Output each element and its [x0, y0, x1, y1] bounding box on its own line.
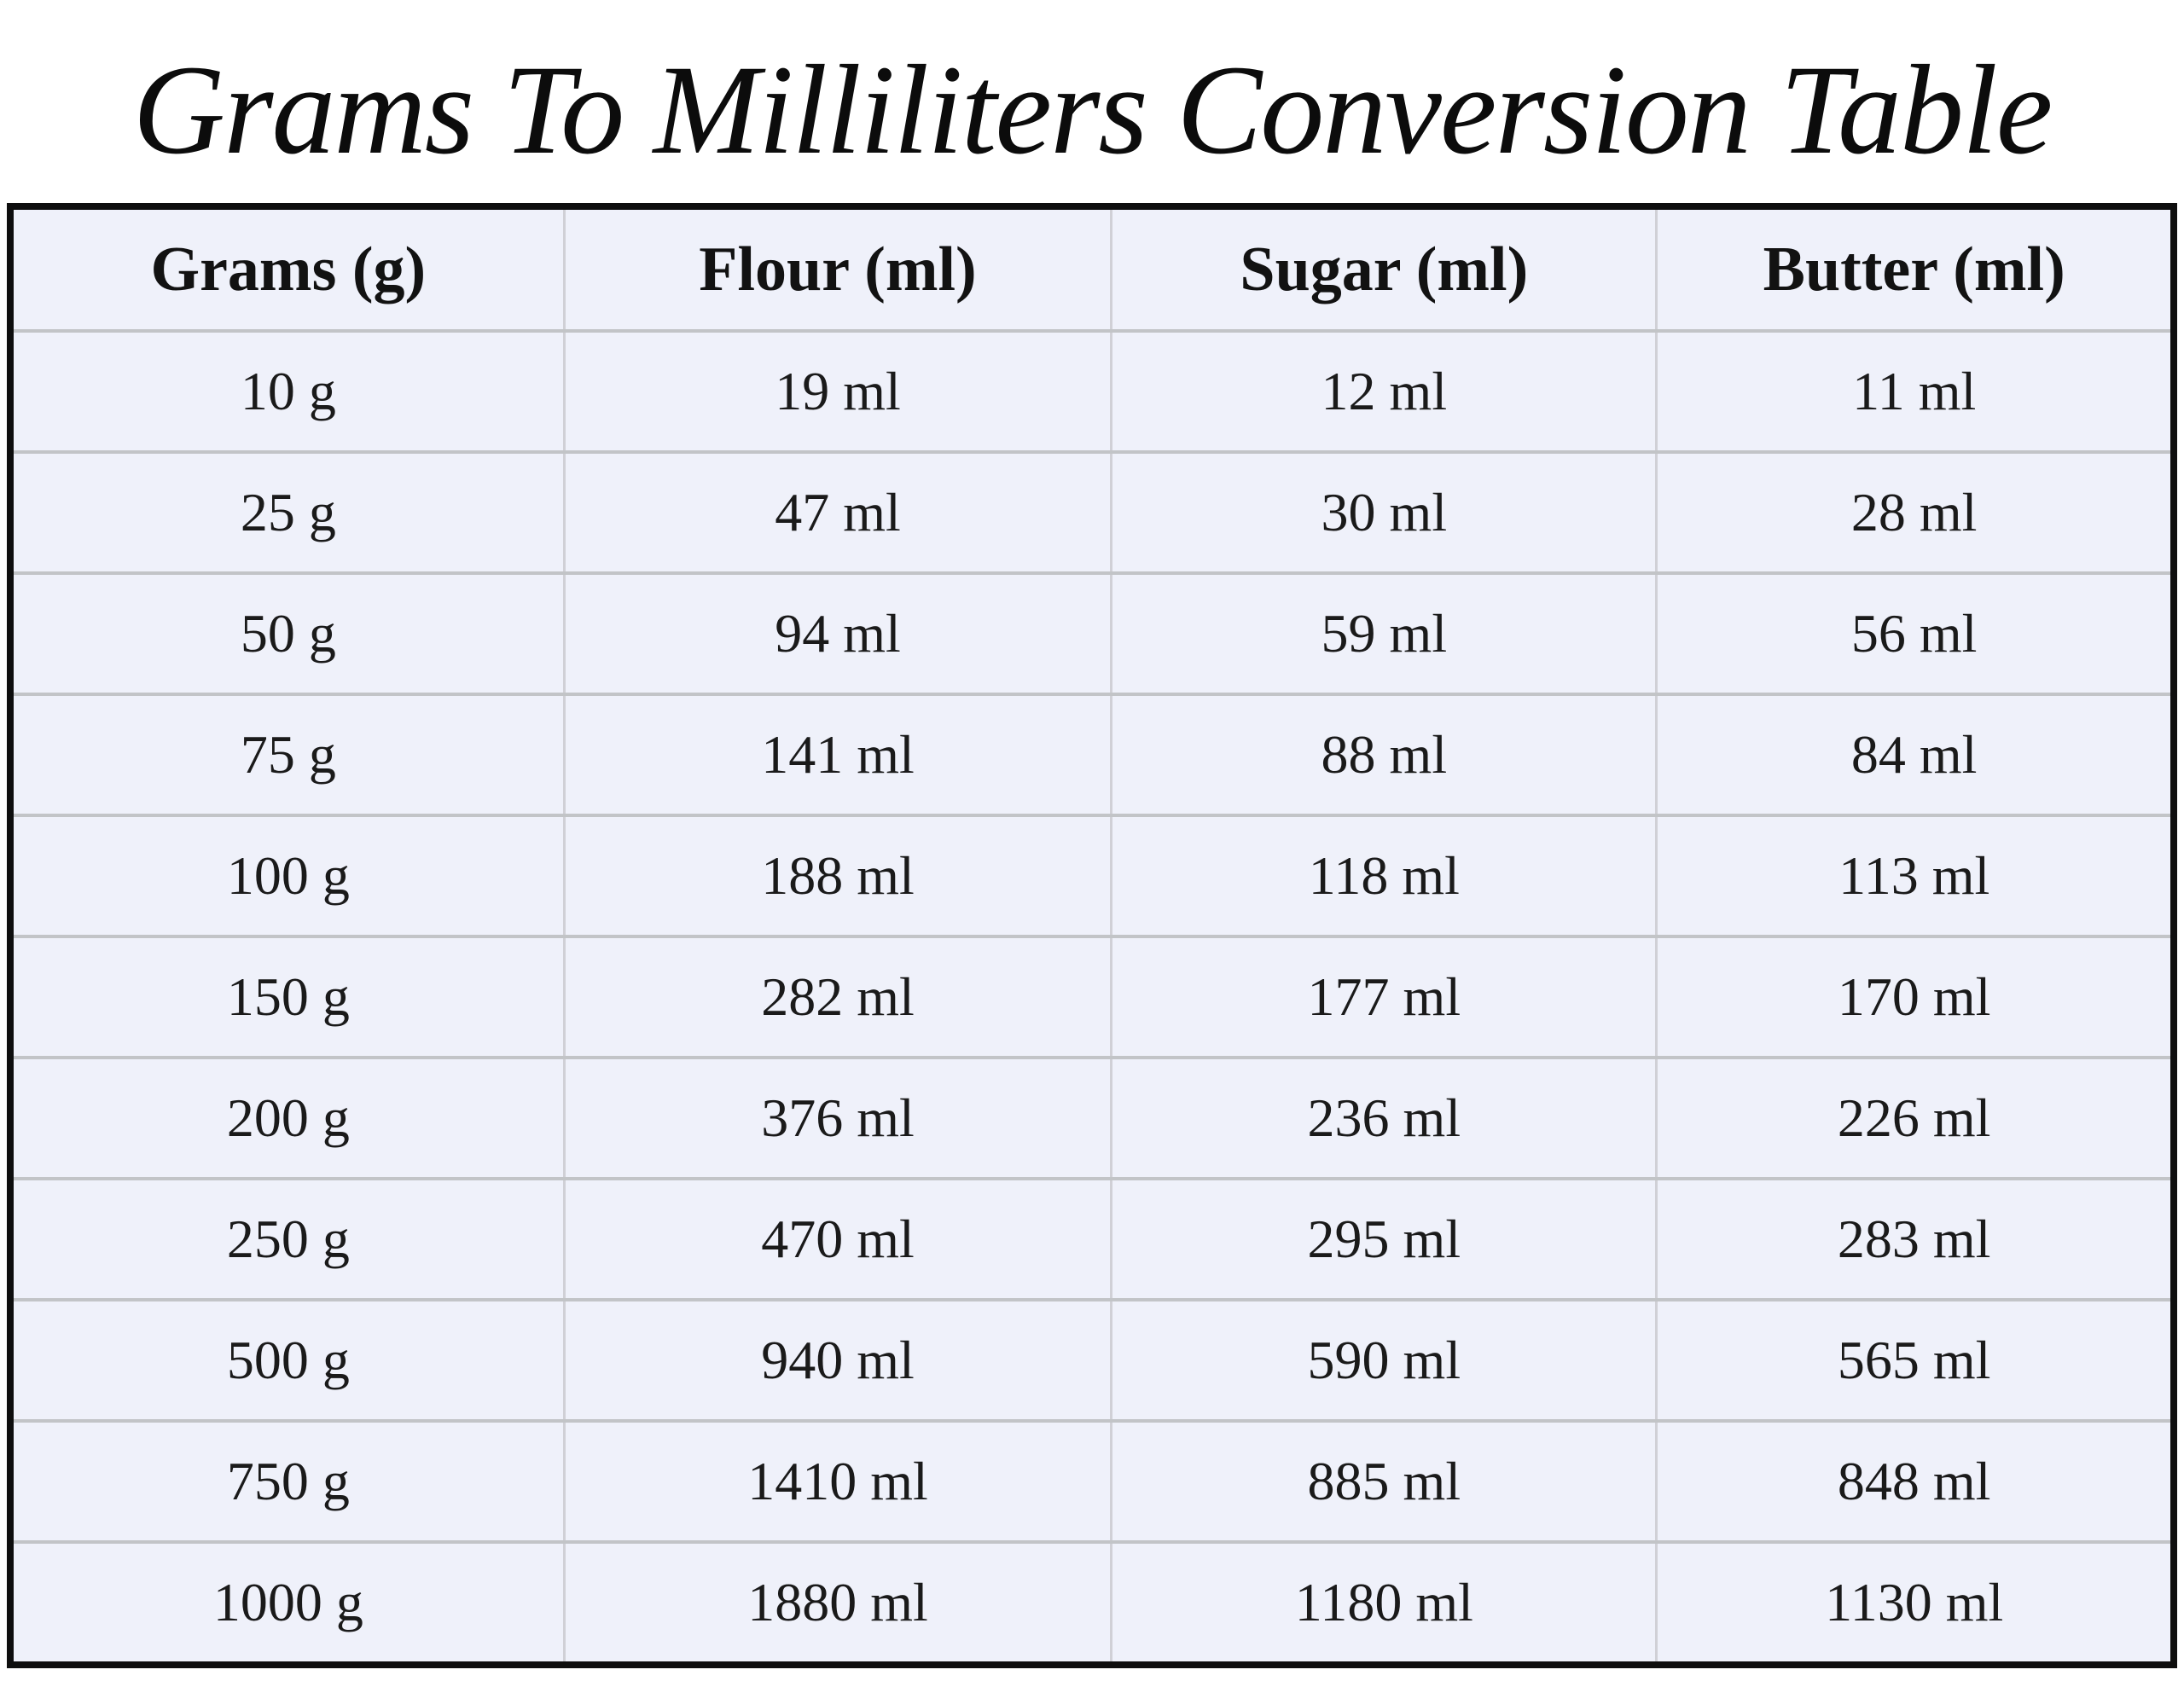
table-cell: 59 ml: [1111, 573, 1658, 696]
table-cell: 1880 ml: [564, 1542, 1113, 1667]
table-cell: 188 ml: [564, 815, 1113, 938]
table-body: 10 g 19 ml 12 ml 11 ml 25 g 47 ml 30 ml 28 ml 50…: [10, 331, 2175, 1667]
table-row: 10 g 19 ml 12 ml 11 ml: [10, 331, 2175, 454]
table-cell: 56 ml: [1656, 573, 2175, 696]
table-cell: 12 ml: [1111, 331, 1658, 454]
conversion-table: Grams (g) Flour (ml) Sugar (ml) Butter (ml)…: [7, 203, 2177, 1668]
table-cell: 295 ml: [1111, 1179, 1658, 1301]
table-row: 25 g 47 ml 30 ml 28 ml: [10, 452, 2175, 575]
table-cell: 118 ml: [1111, 815, 1658, 938]
table-row: 200 g 376 ml 236 ml 226 ml: [10, 1058, 2175, 1180]
table-cell: 30 ml: [1111, 452, 1658, 575]
table-cell: 177 ml: [1111, 936, 1658, 1059]
table-cell: 885 ml: [1111, 1421, 1658, 1544]
table-row: 1000 g 1880 ml 1180 ml 1130 ml: [10, 1542, 2175, 1667]
table-cell: 200 g: [10, 1058, 566, 1180]
table-cell: 236 ml: [1111, 1058, 1658, 1180]
table-cell: 848 ml: [1656, 1421, 2175, 1544]
table-cell: 283 ml: [1656, 1179, 2175, 1301]
table-row: 500 g 940 ml 590 ml 565 ml: [10, 1300, 2175, 1423]
table-cell: 94 ml: [564, 573, 1113, 696]
table-row: 250 g 470 ml 295 ml 283 ml: [10, 1179, 2175, 1301]
table-cell: 1000 g: [10, 1542, 566, 1667]
table-cell: 100 g: [10, 815, 566, 938]
column-header: Sugar (ml): [1111, 206, 1658, 333]
table-cell: 75 g: [10, 694, 566, 817]
table-row: 150 g 282 ml 177 ml 170 ml: [10, 936, 2175, 1059]
table-cell: 10 g: [10, 331, 566, 454]
table-row: 75 g 141 ml 88 ml 84 ml: [10, 694, 2175, 817]
table-cell: 470 ml: [564, 1179, 1113, 1301]
column-header: Grams (g): [10, 206, 566, 333]
table-cell: 11 ml: [1656, 331, 2175, 454]
column-header: Butter (ml): [1656, 206, 2175, 333]
page-title: Grams To Milliliters Conversion Table: [132, 39, 2053, 181]
table-cell: 113 ml: [1656, 815, 2175, 938]
table-cell: 282 ml: [564, 936, 1113, 1059]
table-cell: 1130 ml: [1656, 1542, 2175, 1667]
table-cell: 1410 ml: [564, 1421, 1113, 1544]
table-cell: 47 ml: [564, 452, 1113, 575]
table-header: Grams (g) Flour (ml) Sugar (ml) Butter (ml): [10, 206, 2175, 333]
table-cell: 141 ml: [564, 694, 1113, 817]
table-cell: 150 g: [10, 936, 566, 1059]
table-cell: 250 g: [10, 1179, 566, 1301]
table-cell: 590 ml: [1111, 1300, 1658, 1423]
table-cell: 28 ml: [1656, 452, 2175, 575]
table-row: 750 g 1410 ml 885 ml 848 ml: [10, 1421, 2175, 1544]
table-cell: 170 ml: [1656, 936, 2175, 1059]
table-cell: 84 ml: [1656, 694, 2175, 817]
table-cell: 19 ml: [564, 331, 1113, 454]
table-cell: 940 ml: [564, 1300, 1113, 1423]
table-header-row: Grams (g) Flour (ml) Sugar (ml) Butter (ml): [10, 206, 2175, 333]
table-cell: 376 ml: [564, 1058, 1113, 1180]
column-header: Flour (ml): [564, 206, 1113, 333]
table-cell: 50 g: [10, 573, 566, 696]
table-cell: 1180 ml: [1111, 1542, 1658, 1667]
table-cell: 88 ml: [1111, 694, 1658, 817]
table-cell: 226 ml: [1656, 1058, 2175, 1180]
table-row: 50 g 94 ml 59 ml 56 ml: [10, 573, 2175, 696]
table-cell: 565 ml: [1656, 1300, 2175, 1423]
table-cell: 25 g: [10, 452, 566, 575]
table-cell: 500 g: [10, 1300, 566, 1423]
table-cell: 750 g: [10, 1421, 566, 1544]
table-row: 100 g 188 ml 118 ml 113 ml: [10, 815, 2175, 938]
